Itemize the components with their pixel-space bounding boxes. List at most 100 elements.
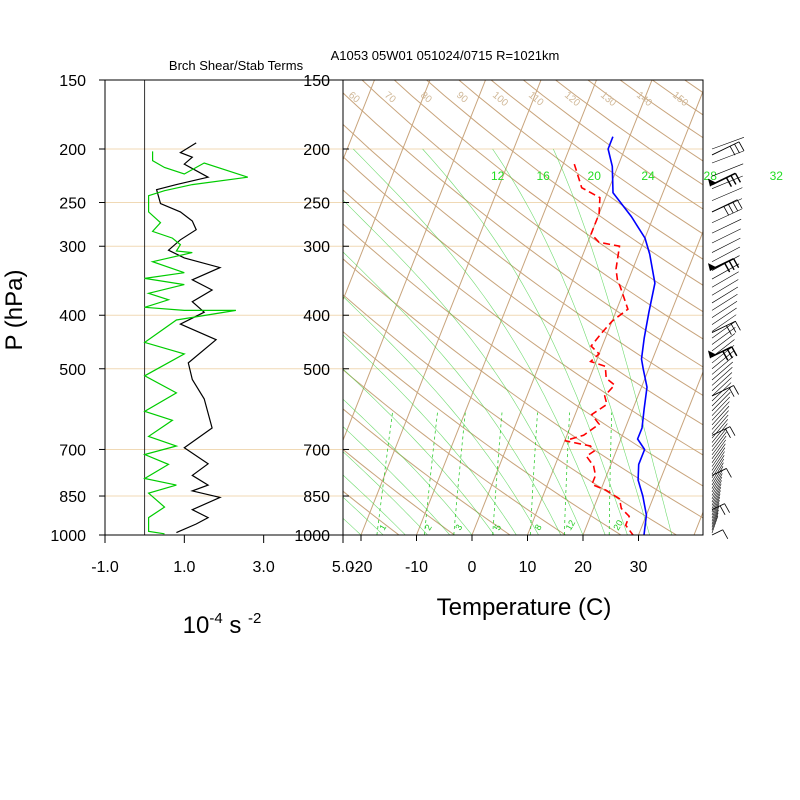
wind-barb-feather [734,143,740,154]
right-x-tick-label: 30 [630,559,648,576]
wind-barb-staff [711,246,741,262]
stability-term-line [142,151,248,535]
mixing-ratio-bottom-label: 5 [492,523,503,532]
wind-barb-staff [711,401,730,421]
dry-adiabat [361,80,703,340]
wind-barb-staff [711,137,745,150]
wind-barb-staff [711,237,741,253]
wind-barb-staff [711,271,739,288]
wind-barb-staff [711,279,739,296]
mixing-ratio-line [492,412,503,535]
wind-barb-feather [731,346,738,357]
wind-barb-feather [733,385,739,395]
mixing-ratio-bottom-label: 12 [564,518,578,532]
shear-stability-panel: -1.0 1.0 3.0 5.0150200250300400500700850100… [50,73,703,576]
left-y-tick-label: 400 [59,308,86,325]
wind-barb-staff [711,427,728,447]
wind-barb-staff [711,439,726,460]
wind-barb [711,426,731,436]
moist-adiabat [343,368,495,535]
wind-barb-feather [719,505,726,516]
dry-adiabat [343,258,703,519]
wind-barb-feather [732,201,739,212]
wind-barb-feather [722,350,729,361]
wind-barb-staff [711,377,732,397]
right-x-tick-label: 0 [468,559,477,576]
wind-barb-staff [711,300,738,318]
wind-barb-feather [729,146,736,156]
mixing-ratio-line [608,412,613,535]
isotherm-label: 120 [562,90,582,109]
isotherm-line [471,80,653,535]
shear-term-line [155,142,222,534]
right-y-tick-label: 200 [303,142,330,159]
dry-adiabat [393,80,703,313]
dry-adiabat [343,92,703,368]
wind-barb-staff [711,387,731,407]
wind-barb-pennant [708,350,716,359]
wind-barb-staff [711,496,721,516]
left-y-tick-label: 1000 [50,528,86,545]
wind-barb-feather [729,426,736,436]
moist-adiabat [343,398,473,535]
right-x-tick-label: -10 [405,559,428,576]
dry-adiabat [458,80,703,260]
wind-barb-staff [711,314,737,332]
wind-barb-feather [736,199,743,209]
wind-barb-feather [726,325,732,335]
wind-barb-staff [711,423,728,443]
moist-adiabat [343,496,384,535]
left-y-tick-label: 500 [59,362,86,379]
wind-barb-feather [725,428,731,439]
moist-adiabat [353,148,606,535]
dry-adiabat [343,223,703,487]
mixing-ratio-bottom-label: 3 [453,523,464,532]
wind-barb-feather [725,177,733,187]
right-y-tick-label: 500 [303,362,330,379]
wind-barb-feather [723,262,731,273]
isotherm-line [750,80,800,535]
right-y-tick-label: 1000 [294,528,330,545]
wind-barb-staff [711,293,738,311]
mixing-ratio-bottom-label: 20 [611,518,625,532]
dry-adiabat [490,80,703,235]
right-y-tick-label: 700 [303,442,330,459]
wind-barb-staff [711,431,727,452]
wind-barb-staff [711,263,740,280]
wind-barb-staff [711,473,723,493]
wind-barb-staff [711,372,733,391]
mixing-ratio-line [376,412,393,535]
isotherm-line [360,80,542,535]
wind-barb-staff [711,307,737,325]
mixing-ratio-label: 12 [491,169,505,183]
wind-barb-staff [711,392,731,412]
isotherm-line [343,80,431,302]
wind-barb-feather [727,203,734,214]
right-x-tick-label: 20 [574,559,592,576]
mixing-ratio-line [529,412,538,535]
wind-barb-feather [726,348,733,359]
right-plot-frame [342,79,704,536]
wind-barb-staff [711,286,739,304]
mixing-ratio-line [453,412,466,535]
wind-barb-staff [711,435,727,456]
mixing-ratio-label: 24 [641,169,655,183]
wind-barb-staff [711,396,731,416]
dewpoint-profile [564,163,634,535]
isotherm-label: 130 [598,90,618,109]
isotherm-label: 110 [526,90,546,109]
wind-barb-staff [711,405,730,426]
wind-barb-staff [711,509,719,528]
right-y-tick-label: 850 [303,489,330,506]
moist-adiabat [343,334,517,535]
mixing-ratio-label: 28 [704,169,718,183]
isotherm-line [84,80,264,535]
wind-barb [711,320,736,333]
wind-barb-feather [728,387,735,397]
wind-barb-pennant [708,178,716,187]
wind-barb-staff [711,443,726,463]
wind-barb-staff [711,500,720,519]
wind-barb-staff [711,469,723,489]
wind-barb-staff [711,480,722,499]
